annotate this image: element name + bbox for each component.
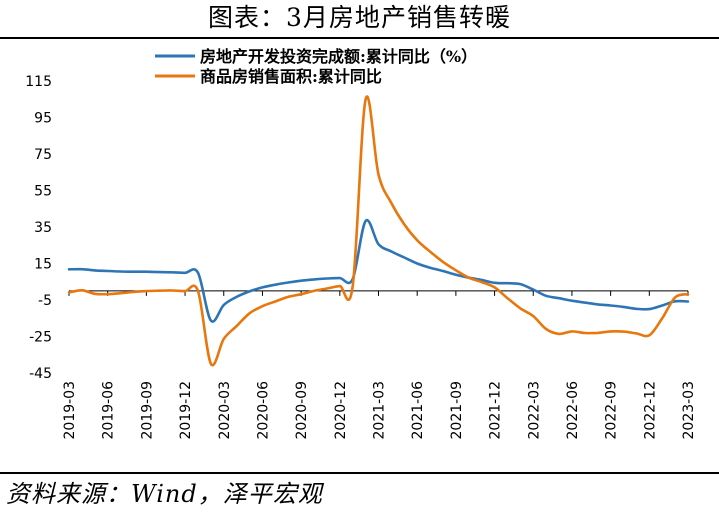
sales-area-series-line xyxy=(67,95,690,367)
x-tick-label: 2019-09 xyxy=(139,381,155,440)
y-tick-label: 75 xyxy=(34,147,52,163)
chart-series xyxy=(67,95,690,367)
y-tick-label: 55 xyxy=(34,184,52,200)
x-tick-label: 2021-03 xyxy=(372,381,388,440)
x-tick-label: 2022-06 xyxy=(565,381,581,440)
y-tick-label: 115 xyxy=(25,74,52,90)
x-tick-label: 2020-03 xyxy=(217,381,233,440)
title-divider xyxy=(0,37,719,39)
y-tick-label: 15 xyxy=(34,257,52,273)
y-tick-label: -5 xyxy=(38,293,52,309)
x-tick-label: 2019-12 xyxy=(178,381,194,440)
x-tick-label: 2023-03 xyxy=(681,381,697,440)
source-note: 资料来源：Wind，泽平宏观 xyxy=(6,480,323,508)
x-tick-label: 2019-03 xyxy=(62,381,78,440)
x-tick-label: 2021-09 xyxy=(449,381,465,440)
y-tick-label: 35 xyxy=(34,220,52,236)
x-tick-label: 2022-12 xyxy=(642,381,658,440)
x-tick-label: 2021-12 xyxy=(488,381,504,440)
x-tick-label: 2022-09 xyxy=(604,381,620,440)
line-chart: 115 95 75 55 35 15 -5 -25 -45 2019-03 2019-06 2019-… xyxy=(25,47,697,440)
x-tick-label: 2020-12 xyxy=(333,381,349,440)
x-tick-label: 2020-06 xyxy=(255,381,271,440)
chart-axes: 115 95 75 55 35 15 -5 -25 -45 2019-03 2019-06 2019-… xyxy=(25,74,697,440)
y-tick-label: -25 xyxy=(29,330,52,346)
y-tick-label: 95 xyxy=(34,111,52,127)
x-tick-label: 2020-09 xyxy=(294,381,310,440)
chart-title: 图表：3月房地产销售转暖 xyxy=(208,3,511,32)
source-divider xyxy=(0,472,719,474)
y-tick-label: -45 xyxy=(29,366,52,382)
x-tick-label: 2021-06 xyxy=(410,381,426,440)
legend-label-investment: 房地产开发投资完成额:累计同比（%） xyxy=(200,47,477,66)
chart-legend: 房地产开发投资完成额:累计同比（%）商品房销售面积:累计同比 xyxy=(155,47,477,86)
investment-series-line xyxy=(67,218,690,323)
legend-label-sales-area: 商品房销售面积:累计同比 xyxy=(200,67,382,86)
x-tick-label: 2019-06 xyxy=(101,381,117,440)
x-tick-label: 2022-03 xyxy=(526,381,542,440)
